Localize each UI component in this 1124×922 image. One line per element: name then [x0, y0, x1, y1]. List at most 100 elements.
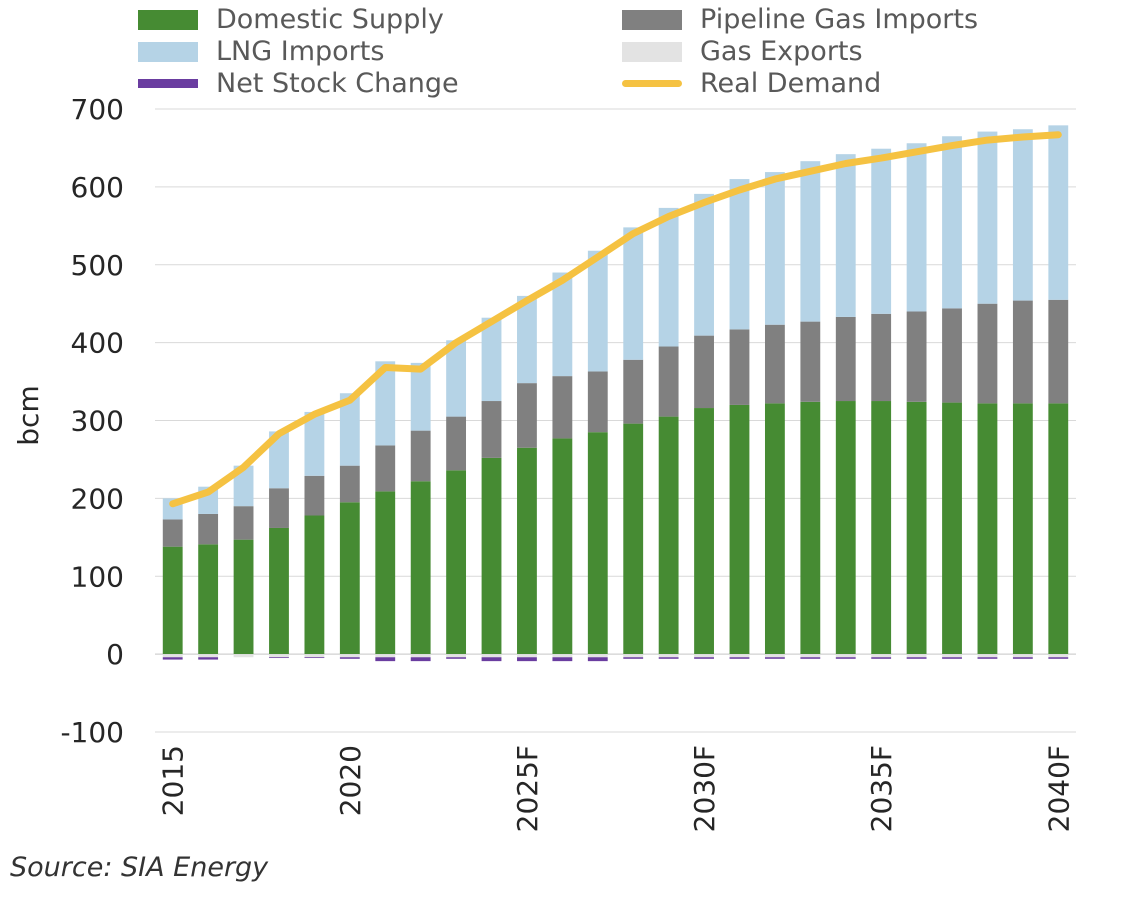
bar-net-stock-change-2022: [410, 657, 431, 662]
legend-label-pipeline-gas-imports: Pipeline Gas Imports: [700, 4, 979, 35]
legend-swatch-real-demand: [622, 80, 682, 87]
bar-lng-imports-2032F: [764, 172, 785, 325]
bar-pipeline-gas-imports-2039F: [1012, 300, 1033, 404]
demand-line-group: [169, 131, 1062, 508]
legend-swatch-pipeline-gas-imports: [622, 9, 682, 30]
bar-gas-exports-2023: [446, 654, 467, 658]
bar-domestic-supply-2034F: [835, 401, 856, 655]
bar-pipeline-gas-imports-2026F: [552, 376, 573, 439]
x-tick-label: 2015: [157, 745, 190, 816]
bar-net-stock-change-2027F: [587, 657, 608, 662]
bar-net-stock-change-2040F: [1048, 657, 1069, 659]
x-tick-label: 2020: [334, 745, 367, 816]
bar-gas-exports-2022: [410, 654, 431, 658]
bar-gas-exports-2027F: [587, 654, 608, 658]
legend-swatch-lng-imports: [138, 41, 198, 62]
bar-pipeline-gas-imports-2033F: [800, 321, 821, 402]
bar-net-stock-change-2030F: [694, 657, 714, 659]
bar-gas-exports-2039F: [1012, 654, 1033, 658]
legend-real-demand: Real Demand: [622, 68, 881, 99]
bar-gas-exports-2019: [304, 654, 325, 658]
bar-gas-exports-2038F: [977, 654, 998, 658]
bar-net-stock-change-2015: [162, 657, 183, 660]
bar-gas-exports-2028F: [623, 654, 644, 658]
bar-gas-exports-2035F: [871, 654, 892, 658]
bar-domestic-supply-2039F: [1012, 403, 1033, 655]
legend-gas-exports: Gas Exports: [622, 36, 863, 67]
bar-lng-imports-2027F: [587, 250, 608, 372]
bar-net-stock-change-2038F: [977, 657, 998, 659]
bar-domestic-supply-2036F: [906, 401, 927, 655]
bar-net-stock-change-2033F: [800, 657, 821, 659]
bar-domestic-supply-2032F: [764, 403, 785, 655]
bar-net-stock-change-2023: [446, 657, 467, 659]
bar-pipeline-gas-imports-2029F: [658, 346, 679, 417]
bar-gas-exports-2032F: [764, 654, 785, 658]
legend-label-net-stock-change: Net Stock Change: [216, 68, 459, 99]
bar-gas-exports-2025F: [517, 654, 537, 658]
bar-domestic-supply-2026F: [552, 438, 573, 655]
bar-net-stock-change-2024: [481, 657, 502, 662]
bar-pipeline-gas-imports-2034F: [835, 316, 856, 402]
bar-pipeline-gas-imports-2037F: [942, 308, 962, 403]
bar-lng-imports-2038F: [977, 131, 998, 304]
gridlines: [155, 108, 1076, 733]
bar-domestic-supply-2019: [304, 515, 325, 655]
bar-gas-exports-2029F: [658, 654, 679, 658]
legend-swatch-net-stock-change: [138, 79, 198, 88]
legend-label-real-demand: Real Demand: [700, 68, 882, 99]
bar-domestic-supply-2040F: [1048, 403, 1069, 655]
y-tick-label: 100: [71, 560, 124, 593]
bars: [162, 125, 1069, 662]
bar-domestic-supply-2027F: [587, 432, 608, 655]
bar-pipeline-gas-imports-2027F: [587, 371, 608, 433]
bar-domestic-supply-2017: [233, 539, 254, 655]
bar-pipeline-gas-imports-2015: [162, 519, 183, 547]
y-axis: -100 0 100 200 300 400 500 600 700 bcm: [12, 93, 124, 749]
bar-net-stock-change-2028F: [623, 657, 644, 659]
bar-pipeline-gas-imports-2018: [269, 488, 289, 528]
x-axis: 2015 2020 2025F 2030F 2035F 2040F: [157, 745, 1076, 832]
bar-lng-imports-2029F: [658, 207, 679, 347]
y-tick-label: 0: [106, 638, 124, 671]
bar-pipeline-gas-imports-2021: [375, 445, 396, 492]
bar-net-stock-change-2026F: [552, 657, 573, 662]
bar-gas-exports-2016: [198, 654, 219, 658]
legend-swatch-domestic-supply: [138, 9, 198, 30]
x-tick-label: 2040F: [1042, 745, 1075, 832]
bar-lng-imports-2018: [269, 431, 289, 489]
bar-pipeline-gas-imports-2025F: [517, 383, 537, 448]
bar-lng-imports-2037F: [942, 136, 962, 309]
bar-net-stock-change-2021: [375, 657, 396, 662]
bar-domestic-supply-2025F: [517, 447, 537, 655]
bar-net-stock-change-2019: [304, 657, 325, 659]
bar-lng-imports-2039F: [1012, 129, 1033, 301]
legend-lng-imports: LNG Imports: [138, 36, 384, 67]
bar-lng-imports-2028F: [623, 227, 644, 360]
bar-lng-imports-2022: [410, 362, 431, 431]
bar-gas-exports-2018: [269, 654, 289, 658]
bar-pipeline-gas-imports-2019: [304, 475, 325, 516]
bar-pipeline-gas-imports-2024: [481, 401, 502, 458]
bar-lng-imports-2036F: [906, 143, 927, 312]
bar-pipeline-gas-imports-2032F: [764, 324, 785, 404]
legend-swatch-gas-exports: [622, 41, 682, 62]
bar-gas-exports-2020: [339, 654, 360, 658]
bar-gas-exports-2026F: [552, 654, 573, 658]
bar-lng-imports-2033F: [800, 161, 821, 322]
bar-domestic-supply-2016: [198, 544, 219, 655]
bar-domestic-supply-2035F: [871, 401, 892, 655]
bar-domestic-supply-2024: [481, 457, 502, 655]
bar-lng-imports-2031F: [729, 179, 750, 330]
bar-net-stock-change-2034F: [835, 657, 856, 659]
legend-net-stock-change: Net Stock Change: [138, 68, 459, 99]
bar-gas-exports-2015: [162, 654, 183, 658]
bar-gas-exports-2033F: [800, 654, 821, 658]
bar-pipeline-gas-imports-2023: [446, 416, 467, 471]
bar-domestic-supply-2015: [162, 546, 183, 655]
y-tick-label: 500: [71, 249, 124, 282]
legend-label-domestic-supply: Domestic Supply: [216, 4, 444, 35]
legend-pipeline-gas-imports: Pipeline Gas Imports: [622, 4, 978, 35]
bar-lng-imports-2021: [375, 361, 396, 446]
